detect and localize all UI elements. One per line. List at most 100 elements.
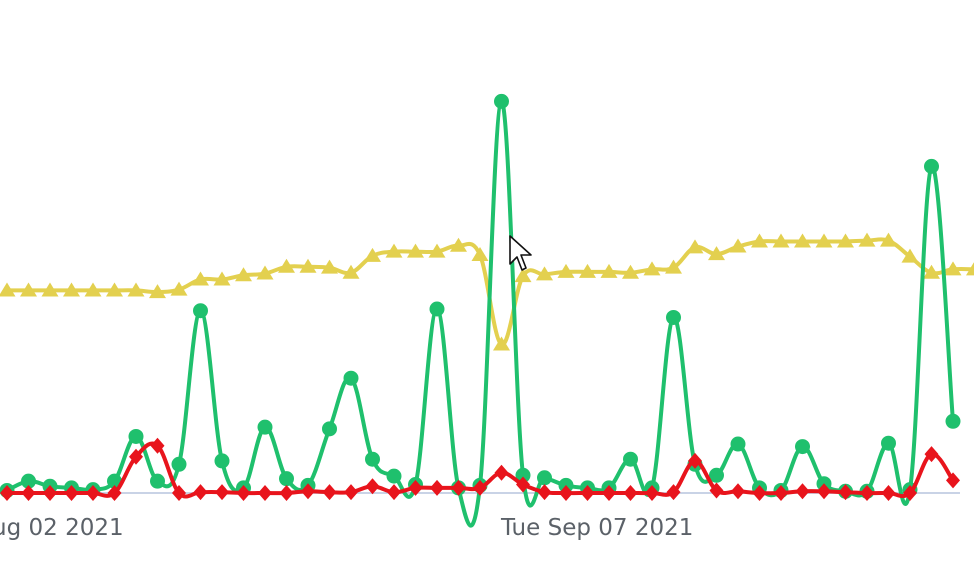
data-point[interactable] xyxy=(860,485,874,501)
data-point[interactable] xyxy=(709,467,724,483)
data-point[interactable] xyxy=(386,468,402,484)
data-point[interactable] xyxy=(643,261,661,276)
data-point[interactable] xyxy=(301,483,315,500)
data-point[interactable] xyxy=(86,485,100,501)
data-point[interactable] xyxy=(385,243,403,258)
data-point[interactable] xyxy=(21,473,36,489)
data-point[interactable] xyxy=(881,435,896,451)
data-point[interactable] xyxy=(215,484,229,501)
data-point[interactable] xyxy=(279,471,294,487)
data-point[interactable] xyxy=(256,265,274,280)
data-point[interactable] xyxy=(429,301,445,317)
data-point[interactable] xyxy=(493,336,510,351)
data-point[interactable] xyxy=(430,479,444,496)
data-point[interactable] xyxy=(387,484,401,501)
data-point[interactable] xyxy=(623,451,638,467)
data-point[interactable] xyxy=(514,268,532,283)
data-point[interactable] xyxy=(709,482,724,499)
data-point[interactable] xyxy=(64,485,79,501)
data-point[interactable] xyxy=(193,484,208,501)
data-point[interactable] xyxy=(21,485,36,501)
data-point[interactable] xyxy=(622,264,639,279)
data-point[interactable] xyxy=(106,282,123,297)
data-point[interactable] xyxy=(321,259,338,274)
data-point[interactable] xyxy=(516,476,530,493)
data-point[interactable] xyxy=(729,238,747,253)
data-point[interactable] xyxy=(924,446,939,463)
data-point[interactable] xyxy=(645,485,659,501)
data-point[interactable] xyxy=(171,456,187,472)
data-point[interactable] xyxy=(107,485,122,501)
data-point[interactable] xyxy=(537,484,552,501)
data-point[interactable] xyxy=(946,472,960,489)
data-point[interactable] xyxy=(858,232,876,247)
data-point[interactable] xyxy=(471,246,489,261)
data-point[interactable] xyxy=(903,485,917,501)
data-point[interactable] xyxy=(665,259,682,274)
data-point[interactable] xyxy=(322,421,337,437)
data-point[interactable] xyxy=(794,233,811,248)
data-point[interactable] xyxy=(258,485,272,501)
data-point[interactable] xyxy=(172,485,186,501)
data-point[interactable] xyxy=(600,263,618,278)
data-point[interactable] xyxy=(557,263,575,278)
data-point[interactable] xyxy=(752,485,767,501)
data-point[interactable] xyxy=(579,263,596,278)
data-point[interactable] xyxy=(666,309,681,325)
data-point[interactable] xyxy=(257,419,273,435)
data-point[interactable] xyxy=(343,370,359,386)
data-point[interactable] xyxy=(344,484,358,501)
data-point[interactable] xyxy=(342,264,360,279)
data-point[interactable] xyxy=(84,282,102,297)
data-point[interactable] xyxy=(214,453,230,469)
data-point[interactable] xyxy=(901,248,919,263)
data-point[interactable] xyxy=(515,467,531,483)
data-point[interactable] xyxy=(41,282,59,297)
data-point[interactable] xyxy=(666,484,681,501)
data-point[interactable] xyxy=(0,485,14,501)
data-point[interactable] xyxy=(408,479,423,496)
data-point[interactable] xyxy=(494,464,509,481)
data-point[interactable] xyxy=(686,239,704,254)
data-point[interactable] xyxy=(602,485,616,501)
data-point[interactable] xyxy=(407,243,424,258)
data-point[interactable] xyxy=(63,282,80,297)
data-point[interactable] xyxy=(451,479,466,496)
data-point[interactable] xyxy=(774,485,788,501)
data-point[interactable] xyxy=(881,485,896,501)
data-point[interactable] xyxy=(43,485,57,501)
data-point[interactable] xyxy=(730,436,746,452)
data-point[interactable] xyxy=(945,413,961,429)
data-point[interactable] xyxy=(494,93,509,109)
data-point[interactable] xyxy=(817,483,831,500)
data-point[interactable] xyxy=(236,485,251,501)
data-point[interactable] xyxy=(795,439,810,455)
data-point[interactable] xyxy=(365,478,380,495)
data-point[interactable] xyxy=(365,451,380,467)
data-point[interactable] xyxy=(150,437,165,454)
data-point[interactable] xyxy=(537,470,552,486)
data-point[interactable] xyxy=(192,271,209,286)
data-point[interactable] xyxy=(924,158,939,174)
data-point[interactable] xyxy=(751,233,768,248)
data-point[interactable] xyxy=(688,452,702,469)
data-point[interactable] xyxy=(580,485,595,501)
data-point[interactable] xyxy=(731,483,745,500)
data-point[interactable] xyxy=(838,484,853,501)
data-point[interactable] xyxy=(795,483,810,500)
data-point[interactable] xyxy=(772,233,790,248)
data-point[interactable] xyxy=(150,473,165,489)
data-point[interactable] xyxy=(149,284,166,299)
data-point[interactable] xyxy=(923,264,940,279)
data-point[interactable] xyxy=(20,282,37,297)
data-point[interactable] xyxy=(193,303,208,319)
data-point[interactable] xyxy=(278,258,295,273)
data-point[interactable] xyxy=(128,428,144,444)
data-point[interactable] xyxy=(623,485,638,501)
data-point[interactable] xyxy=(966,261,974,276)
data-point[interactable] xyxy=(279,485,294,501)
data-point[interactable] xyxy=(473,479,487,496)
data-point[interactable] xyxy=(170,281,188,296)
data-point[interactable] xyxy=(880,232,897,247)
data-point[interactable] xyxy=(127,282,145,297)
